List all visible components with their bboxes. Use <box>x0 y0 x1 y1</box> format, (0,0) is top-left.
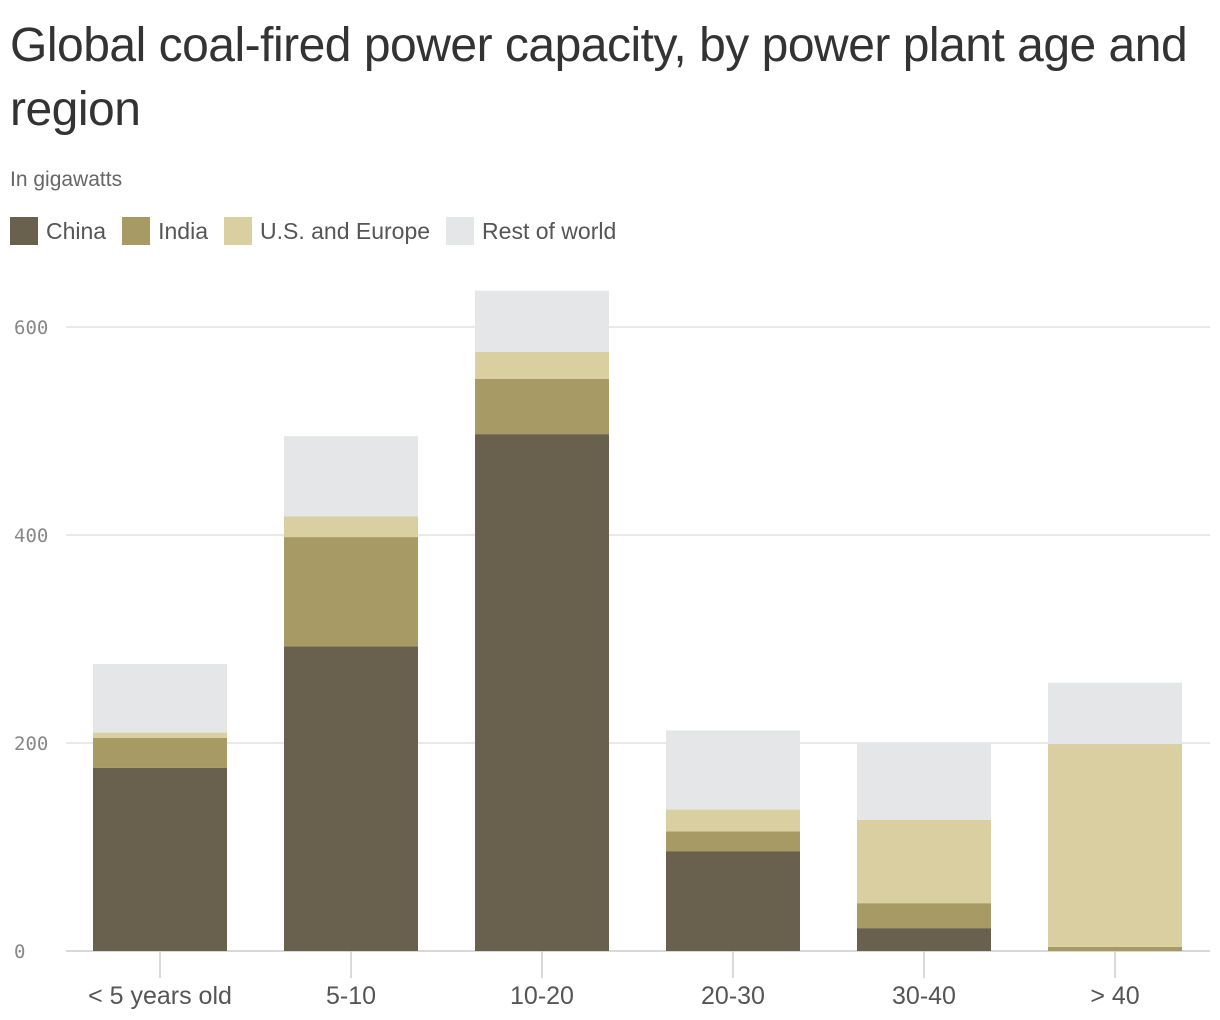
grid-layer <box>66 326 1210 952</box>
bar-u-s-and-europe-30-40 <box>857 819 991 904</box>
bar-china-30-40 <box>857 928 991 951</box>
legend-item-rest-of-world: Rest of world <box>446 216 616 246</box>
bar-rest-of-world-20-30 <box>666 730 800 810</box>
bar-india-10-20 <box>475 379 609 435</box>
bar-u-s-and-europe-5-10 <box>284 516 418 538</box>
chart-subtitle: In gigawatts <box>10 168 123 191</box>
axis-layer: 0 200 400 600 < 5 years old 5-10 10-20 20-30 30-… <box>14 317 1140 1010</box>
legend-item-us-europe: U.S. and Europe <box>223 216 431 246</box>
y-tick-label-0: 0 <box>14 941 25 963</box>
bar-rest-of-world-10-20 <box>475 290 609 352</box>
x-tick-label-5-years-old: < 5 years old <box>88 982 232 1010</box>
legend-item-india: India <box>122 216 208 246</box>
bar-china-5-10 <box>284 646 418 951</box>
bar-china-5-years-old <box>93 767 227 951</box>
chart-legend: China India U.S. and Europe Rest of worl… <box>10 216 632 246</box>
chart-title: Global coal-fired power capacity, by pow… <box>10 19 1188 136</box>
bar-india-30-40 <box>857 903 991 929</box>
bar-india-5-years-old <box>93 737 227 768</box>
y-tick-label-600: 600 <box>14 317 48 339</box>
legend-label-india: India <box>158 218 208 244</box>
bar-rest-of-world-40 <box>1048 682 1182 745</box>
x-tick-label-30-40: 30-40 <box>892 982 956 1010</box>
bar-u-s-and-europe-5-years-old <box>93 732 227 738</box>
bars-layer <box>93 290 1182 951</box>
legend-label-us-europe: U.S. and Europe <box>259 218 431 244</box>
bar-india-5-10 <box>284 537 418 647</box>
bar-india-40 <box>1048 946 1182 951</box>
legend-label-china: China <box>46 218 107 244</box>
bar-rest-of-world-5-years-old <box>93 663 227 733</box>
bar-china-10-20 <box>475 434 609 951</box>
legend-label-rest-of-world: Rest of world <box>482 218 617 244</box>
y-tick-label-400: 400 <box>14 525 48 547</box>
bar-u-s-and-europe-10-20 <box>475 351 609 379</box>
legend-swatch-us-europe <box>223 217 252 245</box>
y-tick-label-200: 200 <box>14 733 48 755</box>
bar-rest-of-world-5-10 <box>284 436 418 517</box>
legend-swatch-rest-of-world <box>446 217 475 245</box>
bar-china-20-30 <box>666 851 800 951</box>
legend-swatch-india <box>122 217 151 245</box>
x-tick-label-5-10: 5-10 <box>326 982 376 1010</box>
bar-india-20-30 <box>666 831 800 852</box>
bar-u-s-and-europe-40 <box>1048 744 1182 947</box>
bar-rest-of-world-30-40 <box>857 743 991 820</box>
bar-u-s-and-europe-20-30 <box>666 809 800 832</box>
legend-item-china: China <box>10 216 106 246</box>
x-tick-label-40: > 40 <box>1090 982 1139 1010</box>
legend-swatch-china <box>10 217 38 245</box>
x-tick-label-10-20: 10-20 <box>510 982 574 1010</box>
x-tick-label-20-30: 20-30 <box>701 982 765 1010</box>
